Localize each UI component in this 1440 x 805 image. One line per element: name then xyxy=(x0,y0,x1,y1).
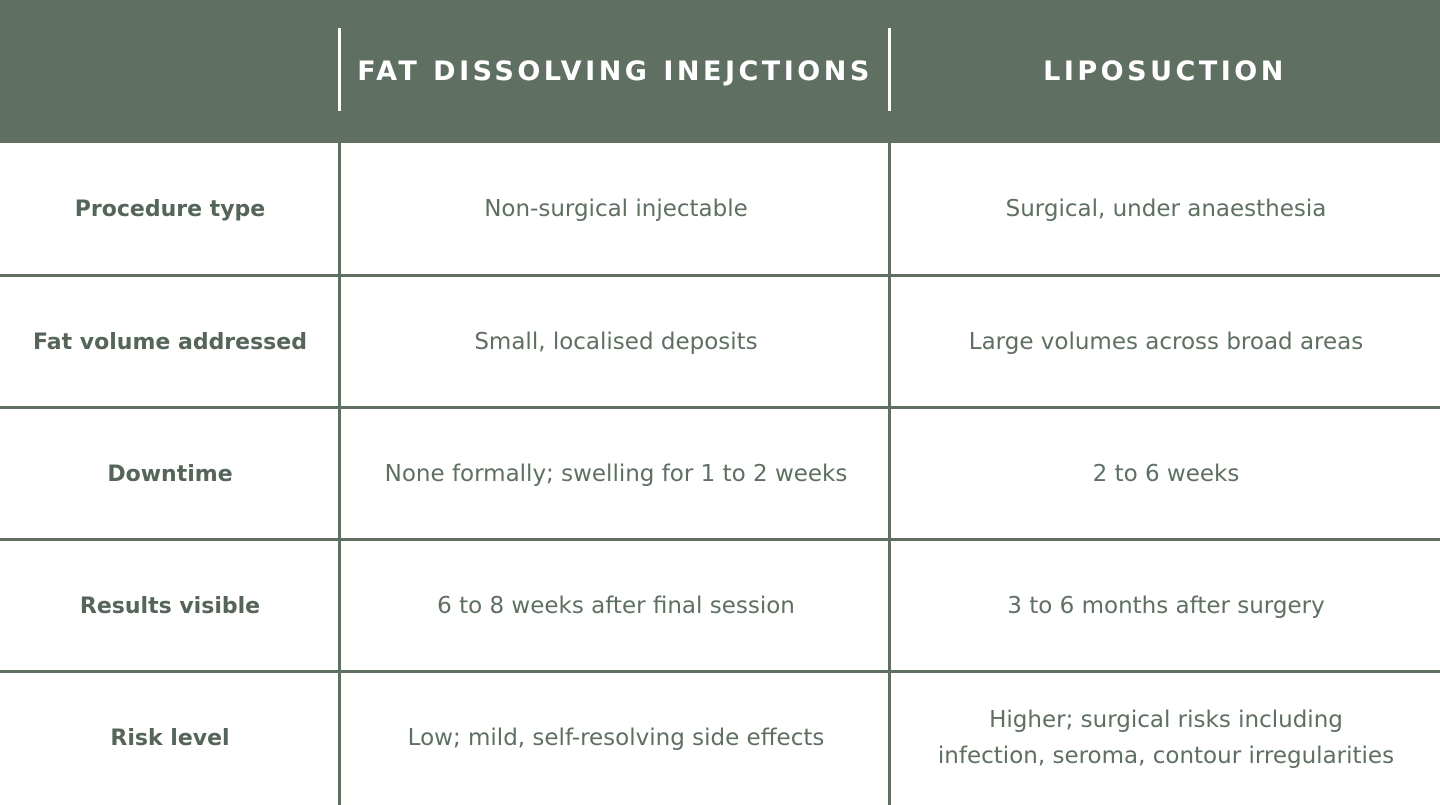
table-header: FAT DISSOLVING INEJCTIONS LIPOSUCTION xyxy=(0,0,1440,143)
liposuction-cell: 3 to 6 months after surgery xyxy=(1007,593,1325,619)
row-label: Risk level xyxy=(110,725,230,751)
row-label: Downtime xyxy=(107,461,233,487)
liposuction-cell: Surgical, under anaesthesia xyxy=(1005,196,1327,222)
row-divider xyxy=(0,274,1440,277)
injections-cell: Low; mild, self-resolving side effects xyxy=(407,725,825,751)
injections-cell: None formally; swelling for 1 to 2 weeks xyxy=(384,461,848,487)
column-divider xyxy=(338,143,341,805)
column-divider xyxy=(888,143,891,805)
table-body: Procedure type Non-surgical injectable S… xyxy=(0,143,1440,805)
header-divider xyxy=(888,28,891,111)
liposuction-cell: Higher; surgical risks including infecti… xyxy=(937,707,1395,769)
injections-cell: Non-surgical injectable xyxy=(484,196,748,222)
row-label: Procedure type xyxy=(74,196,266,222)
liposuction-cell: 2 to 6 weeks xyxy=(1092,461,1240,487)
header-divider xyxy=(338,28,341,111)
row-divider xyxy=(0,538,1440,541)
column-header-injections: FAT DISSOLVING INEJCTIONS xyxy=(357,56,873,87)
injections-cell: Small, localised deposits xyxy=(474,329,758,355)
row-label: Results visible xyxy=(79,593,261,619)
injections-cell: 6 to 8 weeks after final session xyxy=(437,593,795,619)
liposuction-cell: Large volumes across broad areas xyxy=(968,329,1364,355)
row-label: Fat volume addressed xyxy=(33,329,307,355)
column-header-liposuction: LIPOSUCTION xyxy=(1043,56,1287,87)
row-divider xyxy=(0,406,1440,409)
row-divider xyxy=(0,670,1440,673)
